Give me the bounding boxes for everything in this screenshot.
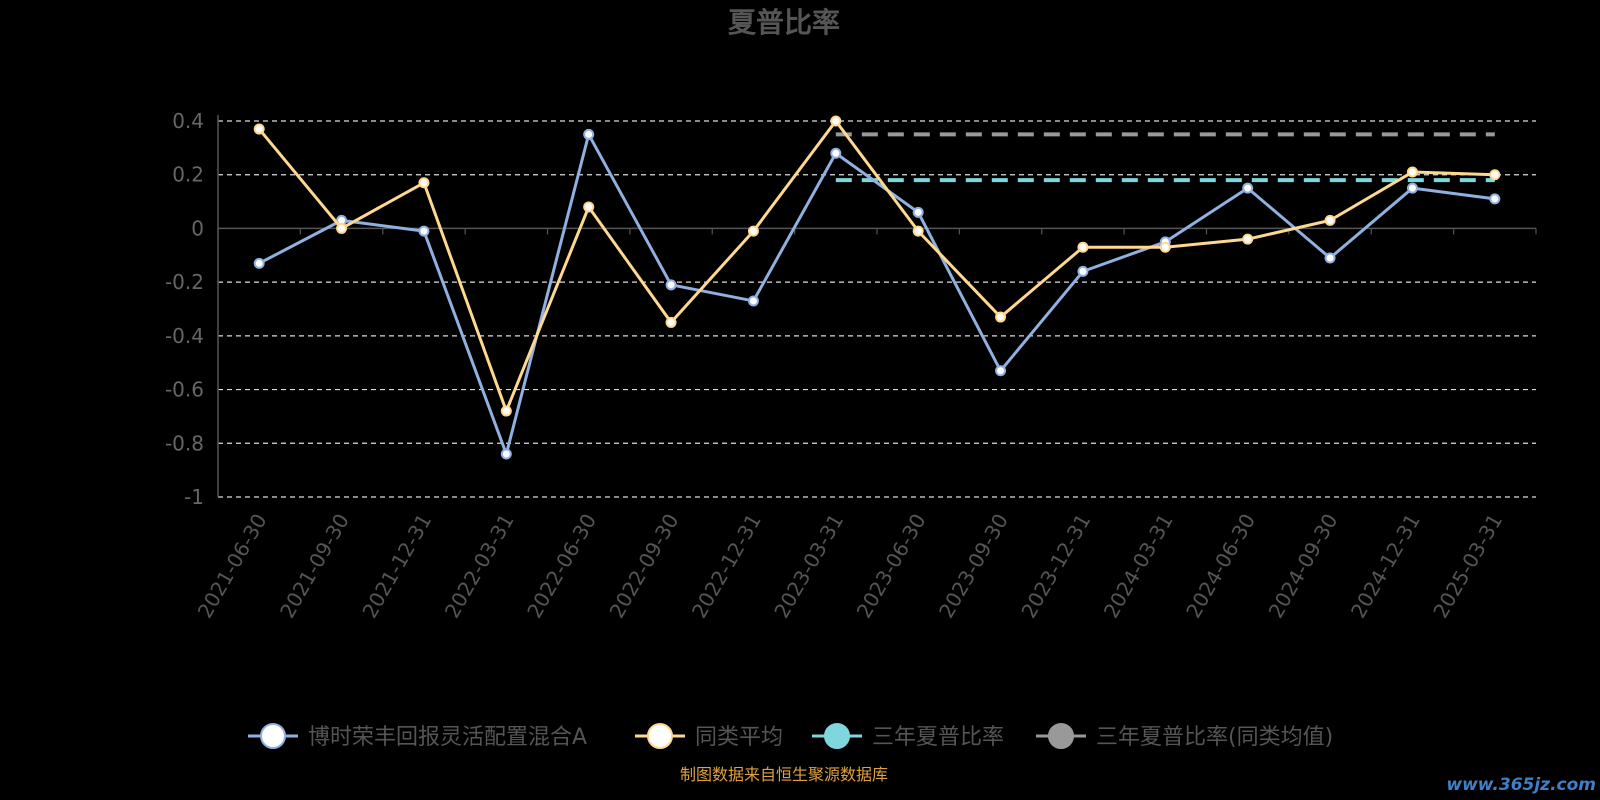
y-tick-label: 0.2 [172,163,204,187]
fund-point[interactable] [830,147,842,159]
legend-item-peer-average[interactable]: 同类平均 [635,723,783,750]
y-tick-label: -0.6 [165,378,204,402]
x-tick-label: 2021-06-30 [193,510,272,623]
peer-average-point[interactable] [253,123,265,135]
peer-average-point[interactable] [336,222,348,234]
legend-swatch-marker [824,723,850,749]
y-tick-label: -1 [184,485,204,509]
fund-point[interactable] [1489,193,1501,205]
legend-swatch-marker [260,723,286,749]
fund-point[interactable] [418,225,430,237]
y-tick-label: 0.4 [172,109,204,133]
peer-average-line [258,119,1495,413]
legend-swatch-marker [1048,723,1074,749]
legend-item-three-year-sharpe[interactable]: 三年夏普比率 [812,723,1004,750]
legend-item-three-year-sharpe-peer-avg[interactable]: 三年夏普比率(同类均值) [1036,723,1333,750]
peer-average-point[interactable] [830,115,842,127]
x-tick-label: 2023-09-30 [934,510,1013,623]
x-tick-label: 2022-06-30 [522,510,601,623]
peer-average-point[interactable] [1324,214,1336,226]
x-tick-label: 2022-09-30 [604,510,683,623]
peer-average-point[interactable] [418,177,430,189]
reference-lines [835,132,1495,183]
y-tick-label: 0 [191,216,204,240]
legend-label: 博时荣丰回报灵活配置混合A [308,725,587,750]
x-tick-label: 2023-03-31 [769,510,848,623]
y-tick-label: -0.2 [165,270,204,294]
peer-average-point[interactable] [747,225,759,237]
fund-point[interactable] [1242,182,1254,194]
legend-label: 三年夏普比率(同类均值) [1096,725,1333,750]
source-note: 制图数据来自恒生聚源数据库 [680,765,888,784]
peer-average-point[interactable] [1406,166,1418,178]
peer-average-point[interactable] [583,201,595,213]
legend[interactable]: 博时荣丰回报灵活配置混合A 同类平均 三年夏普比率 三年夏普比率(同类均值) [248,723,1333,750]
fund-point[interactable] [583,128,595,140]
fund-line [258,132,1496,456]
fund-point[interactable] [500,448,512,460]
x-tick-label: 2022-03-31 [440,510,519,623]
chart-title: 夏普比率 [728,6,840,39]
y-tick-label: -0.4 [165,324,204,348]
peer-average-point[interactable] [912,225,924,237]
legend-label: 三年夏普比率 [872,725,1004,750]
legend-item-fund[interactable]: 博时荣丰回报灵活配置混合A [248,723,587,750]
series-lines [253,115,1501,460]
fund-point[interactable] [253,257,265,269]
x-tick-label: 2022-12-31 [687,510,766,623]
fund-point[interactable] [1406,182,1418,194]
x-axis-ticks: 2021-06-30 2021-09-30 2021-12-31 2022-03-31… [193,510,1508,623]
peer-average-point[interactable] [995,311,1007,323]
watermark: www.365jz.com [1446,775,1596,795]
peer-average-point[interactable] [1489,169,1501,181]
fund-point[interactable] [912,206,924,218]
x-tick-label: 2024-03-31 [1099,510,1178,623]
x-tick-label: 2023-06-30 [852,510,931,623]
x-tick-label: 2025-03-31 [1428,510,1507,623]
axes [217,115,1537,497]
peer-average-point[interactable] [1077,241,1089,253]
peer-average-point[interactable] [500,405,512,417]
fund-point[interactable] [1324,252,1336,264]
grid-lines [218,120,1536,498]
legend-swatch-marker [647,723,673,749]
x-tick-label: 2023-12-31 [1016,510,1095,623]
fund-point[interactable] [665,279,677,291]
fund-point[interactable] [1077,265,1089,277]
fund-point[interactable] [995,365,1007,377]
x-tick-label: 2024-06-30 [1181,510,1260,623]
fund-point[interactable] [747,295,759,307]
legend-label: 同类平均 [695,725,783,750]
peer-average-point[interactable] [1159,241,1171,253]
peer-average-point[interactable] [665,316,677,328]
x-tick-label: 2024-09-30 [1263,510,1342,623]
x-tick-label: 2021-09-30 [275,510,354,623]
x-tick-label: 2024-12-31 [1346,510,1425,623]
peer-average-point[interactable] [1242,233,1254,245]
y-tick-label: -0.8 [165,431,204,455]
x-tick-label: 2021-12-31 [357,510,436,623]
y-axis-ticks: 0.4 0.2 0 -0.2 -0.4 -0.6 -0.8 -1 [165,109,204,509]
